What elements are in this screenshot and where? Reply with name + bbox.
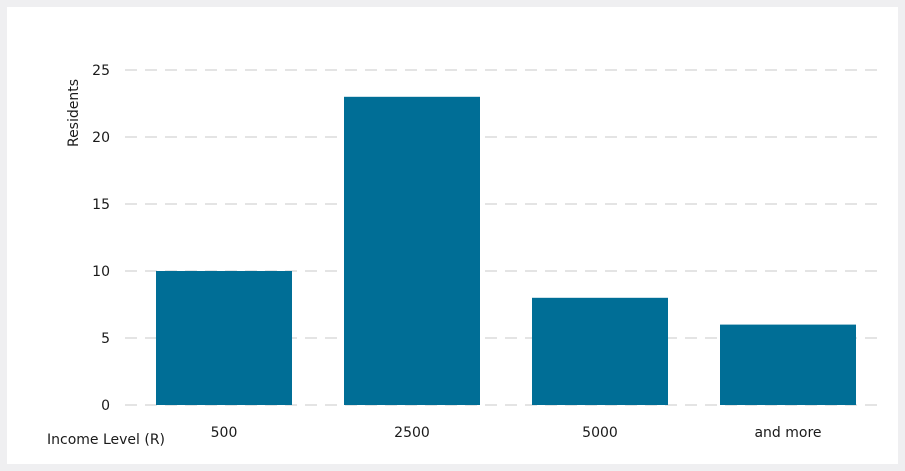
y-tick-label: 5 <box>101 331 110 347</box>
bar-chart: 0 5 10 15 20 25 500 2500 5000 and more Residents… <box>47 63 880 448</box>
y-axis-title: Residents <box>66 79 82 147</box>
x-tick-label: and more <box>754 425 821 441</box>
y-tick-label: 10 <box>92 264 110 280</box>
x-axis-ticks: 500 2500 5000 and more <box>211 425 822 441</box>
bars <box>156 96 856 406</box>
chart-panel: 0 5 10 15 20 25 500 2500 5000 and more Residents… <box>7 7 898 464</box>
bar-2500 <box>344 96 480 406</box>
bar-and-more <box>720 324 856 405</box>
x-tick-label: 5000 <box>582 425 618 441</box>
bar-5000 <box>532 297 668 405</box>
x-tick-label: 2500 <box>394 425 430 441</box>
bar-500 <box>156 271 292 405</box>
y-tick-label: 15 <box>92 197 110 213</box>
y-tick-label: 20 <box>92 130 110 146</box>
y-axis-ticks: 0 5 10 15 20 25 <box>92 63 110 414</box>
y-tick-label: 25 <box>92 63 110 79</box>
x-tick-label: 500 <box>211 425 238 441</box>
y-tick-label: 0 <box>101 398 110 414</box>
x-axis-title: Income Level (R) <box>47 432 165 448</box>
